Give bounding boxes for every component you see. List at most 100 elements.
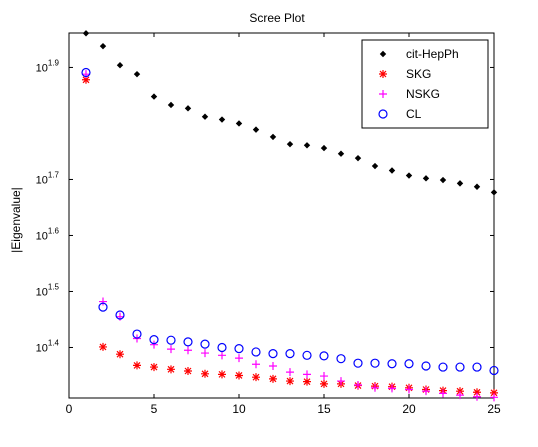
data-point xyxy=(184,367,192,376)
data-point xyxy=(286,377,294,386)
data-point xyxy=(472,362,482,372)
data-point xyxy=(353,358,363,368)
x-tick-label: 20 xyxy=(402,402,416,416)
data-point xyxy=(167,365,175,374)
data-point xyxy=(269,374,277,383)
data-point xyxy=(201,113,209,120)
data-point xyxy=(269,133,277,141)
data-point xyxy=(269,361,277,370)
data-point xyxy=(320,372,328,381)
data-point xyxy=(370,358,380,368)
data-point xyxy=(336,354,346,364)
data-point xyxy=(404,359,414,369)
data-point xyxy=(82,30,90,37)
data-point xyxy=(405,385,413,394)
y-tick-label: 101.4 xyxy=(36,338,60,354)
data-point xyxy=(183,337,193,347)
data-point xyxy=(235,120,243,127)
data-point xyxy=(337,377,345,386)
data-point xyxy=(439,389,447,398)
data-point xyxy=(388,384,396,393)
data-point xyxy=(200,339,210,349)
y-tick-label: 101.5 xyxy=(36,282,60,298)
data-point xyxy=(218,370,226,379)
data-point xyxy=(81,67,91,78)
legend-label: SKG xyxy=(406,67,431,81)
y-axis-label: |Eigenvalue| xyxy=(9,187,23,253)
data-point xyxy=(438,362,448,372)
data-point xyxy=(166,335,176,345)
data-point xyxy=(167,101,175,109)
data-point xyxy=(184,346,192,355)
data-point xyxy=(320,144,328,152)
data-point xyxy=(405,172,413,179)
data-point xyxy=(116,350,124,359)
data-point xyxy=(388,167,396,174)
data-point xyxy=(456,391,464,400)
legend-marker xyxy=(379,90,387,98)
y-tick-label: 101.6 xyxy=(36,226,60,242)
legend-label: cit-HepPh xyxy=(406,47,459,61)
data-point xyxy=(371,162,379,170)
data-point xyxy=(252,360,260,369)
x-tick-label: 0 xyxy=(66,402,73,416)
series-cl xyxy=(81,67,499,376)
data-point xyxy=(455,362,465,372)
legend-marker xyxy=(379,50,387,58)
data-point xyxy=(201,369,209,378)
data-point xyxy=(116,62,124,69)
legend: cit-HepPh SKG NSKG CL xyxy=(361,39,489,129)
data-point xyxy=(286,140,294,148)
data-point xyxy=(387,359,397,369)
x-tick-label: 15 xyxy=(317,402,331,416)
data-point xyxy=(473,392,481,401)
legend-item: SKG xyxy=(379,67,431,81)
data-point xyxy=(115,310,125,320)
legend-marker xyxy=(378,109,388,119)
data-point xyxy=(235,371,243,380)
data-point xyxy=(150,340,158,349)
data-point xyxy=(354,381,362,390)
x-tick-label: 5 xyxy=(151,402,158,416)
data-point xyxy=(251,347,261,357)
data-series xyxy=(81,30,499,402)
data-point xyxy=(252,126,260,133)
data-point xyxy=(303,370,311,379)
x-tick-label: 25 xyxy=(487,402,501,416)
data-point xyxy=(252,373,260,382)
data-point xyxy=(285,349,295,359)
data-point xyxy=(490,388,498,397)
data-point xyxy=(99,42,107,50)
data-point xyxy=(337,150,345,157)
data-point xyxy=(167,345,175,354)
data-point xyxy=(234,344,244,354)
data-point xyxy=(268,349,278,359)
data-point xyxy=(473,388,481,397)
data-point xyxy=(99,342,107,351)
data-point xyxy=(371,383,379,392)
x-tick-label: 10 xyxy=(232,402,246,416)
data-point xyxy=(218,116,226,123)
data-point xyxy=(320,379,328,388)
data-point xyxy=(149,335,159,345)
data-point xyxy=(302,350,312,360)
data-point xyxy=(422,175,430,182)
data-point xyxy=(319,351,329,361)
data-point xyxy=(184,105,192,112)
x-axis: 0 5 10 15 20 25 xyxy=(66,33,501,416)
data-point xyxy=(303,377,311,386)
data-point xyxy=(490,393,498,402)
data-point xyxy=(218,351,226,360)
data-point xyxy=(150,93,158,100)
data-point xyxy=(354,154,362,162)
data-point xyxy=(82,75,90,84)
data-point xyxy=(201,349,209,358)
data-point xyxy=(286,368,294,377)
legend-marker xyxy=(379,70,387,78)
data-point xyxy=(421,361,431,371)
data-point xyxy=(489,365,499,376)
chart-title: Scree Plot xyxy=(249,11,305,25)
data-point xyxy=(303,142,311,149)
data-point xyxy=(133,70,141,78)
data-point xyxy=(235,354,243,363)
